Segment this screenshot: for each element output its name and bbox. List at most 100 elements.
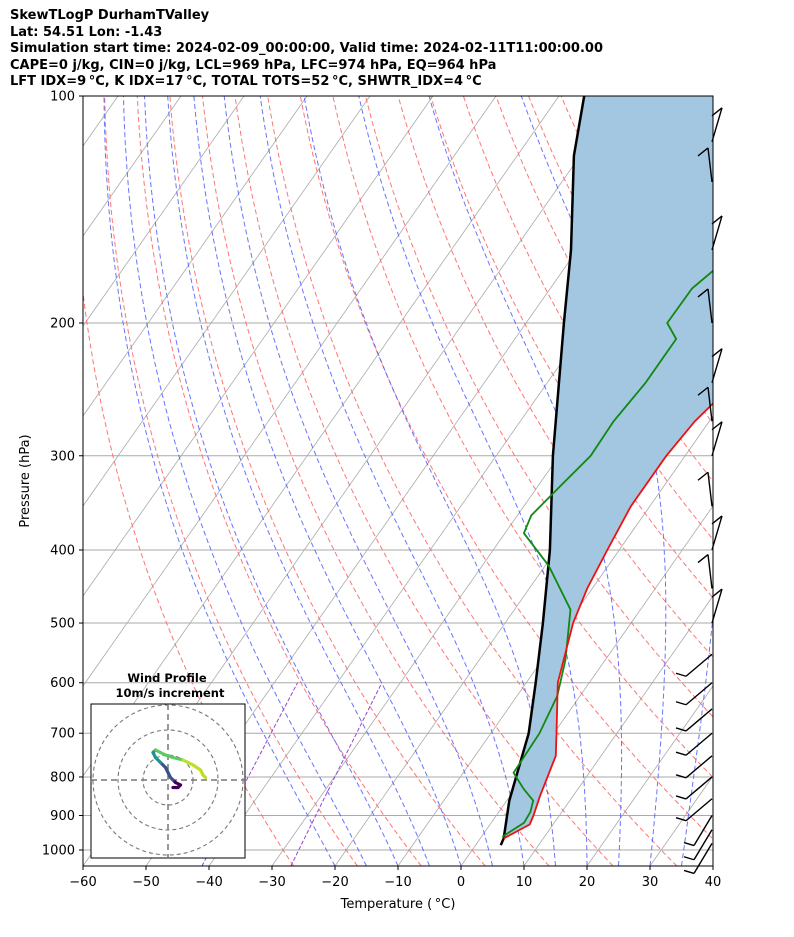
wind-barb-staff: [693, 843, 713, 874]
wind-barb-staff: [685, 708, 713, 732]
time-line: Simulation start time: 2024-02-09_00:00:…: [10, 41, 603, 57]
isotherm-line: [83, 96, 497, 687]
wind-barb: [697, 471, 713, 507]
wind-barb-staff: [711, 588, 723, 624]
moist-adiabat-line: [167, 96, 430, 866]
dry-adiabat-line: [169, 96, 486, 866]
wind-barb-staff: [707, 472, 713, 507]
wind-barb-flag: [675, 817, 687, 822]
chart-header: SkewTLogP DurhamTValley Lat: 54.51 Lon: …: [10, 8, 603, 91]
wind-barb-flag: [675, 727, 687, 732]
wind-barb-staff: [693, 815, 713, 846]
wind-barb-staff: [711, 215, 723, 251]
x-tick-label: 0: [457, 875, 465, 890]
isotherm-line: [83, 96, 182, 237]
wind-barb: [683, 843, 713, 875]
isotherm-line: [523, 595, 713, 866]
x-tick-label: 10: [516, 875, 533, 890]
wind-barb-flag: [711, 588, 723, 598]
moist-adiabat-line: [712, 862, 713, 866]
x-tick-label: −20: [321, 875, 348, 890]
wind-barb: [697, 147, 713, 182]
wind-barb-staff: [707, 288, 713, 324]
x-tick-label: −50: [132, 875, 159, 890]
hodograph-inset: Wind Profile 10m/s increment: [90, 671, 246, 859]
wind-barb-flag: [697, 386, 709, 396]
wind-barb-flag: [697, 288, 709, 298]
wind-barb-staff: [685, 776, 713, 800]
wind-barb-flag: [711, 348, 723, 358]
wind-barb-flag: [711, 421, 723, 431]
wind-barb-staff: [707, 387, 713, 422]
wind-barb: [711, 348, 723, 383]
wind-barb: [711, 515, 723, 551]
moist-adiabat-line: [123, 96, 367, 866]
isotherm-line: [83, 96, 434, 597]
isotherm-line: [271, 235, 713, 866]
cape-fill-layer: [500, 96, 713, 846]
moist-adiabat-line: [303, 96, 556, 866]
wind-barb: [711, 107, 723, 142]
hodograph-trace-segment: [181, 758, 195, 767]
y-tick-label: 300: [50, 449, 75, 464]
wind-barb-flag: [711, 515, 723, 525]
temperature-line: [503, 402, 713, 840]
wind-barb-flag: [675, 795, 687, 800]
wind-barb: [675, 708, 713, 732]
wind-barb-flag: [675, 701, 687, 706]
moist-adiabat-line: [193, 96, 462, 866]
wind-barb-staff: [685, 798, 713, 822]
wind-barb-staff: [711, 107, 723, 142]
y-tick-label: 100: [50, 90, 75, 105]
wind-barb-staff: [685, 755, 713, 779]
wind-barb-flag: [675, 751, 687, 756]
wind-barb-flag: [697, 147, 709, 157]
x-tick-label: −10: [384, 875, 411, 890]
x-tick-label: 20: [579, 875, 596, 890]
wind-barb: [711, 588, 723, 624]
profile-lines-layer: [499, 96, 713, 846]
wind-barb: [675, 732, 713, 756]
isotherm-line: [712, 865, 713, 866]
wind-barb-flag: [711, 107, 723, 117]
isotherm-line: [83, 96, 245, 327]
moist-adiabat-line: [103, 96, 336, 866]
wind-barb-flag: [675, 774, 687, 779]
hodograph-trace-segment: [171, 755, 185, 762]
wind-barb: [675, 776, 713, 800]
wind-barb-staff: [685, 653, 713, 677]
wind-barb: [711, 421, 723, 456]
wind-barb: [683, 829, 713, 861]
y-tick-label: 700: [50, 727, 75, 742]
wind-barb: [711, 215, 723, 251]
hodograph-title: Wind Profile: [127, 671, 207, 685]
wind-barb-flag: [697, 553, 709, 564]
y-tick-label: 500: [50, 617, 75, 632]
y-tick-label: 600: [50, 676, 75, 691]
dry-adiabat-line: [202, 96, 550, 866]
isotherm-line: [586, 685, 713, 866]
moist-adiabat-line: [428, 96, 623, 866]
wind-barbs-layer: [675, 107, 723, 875]
y-tick-label: 400: [50, 543, 75, 558]
wind-barb: [697, 553, 713, 589]
y-axis-title: Pressure (hPa): [18, 434, 33, 527]
wind-barb-staff: [685, 682, 713, 706]
axis-ticks-layer: −60 −50 −40 −30 −20 −10 0 10 20 30 40 100 200 300 400 5…: [42, 90, 721, 891]
y-tick-label: 800: [50, 770, 75, 785]
x-tick-label: 40: [705, 875, 722, 890]
location-line: Lat: 54.51 Lon: -1.43: [10, 24, 163, 40]
wind-barb-staff: [707, 554, 713, 589]
mixing-ratio-line: [290, 682, 383, 866]
wind-barb: [675, 798, 713, 822]
chart-title: SkewTLogP DurhamTValley: [10, 8, 210, 23]
dry-adiabat-line: [267, 96, 678, 866]
wind-barb-staff: [707, 147, 713, 182]
wind-barb: [697, 288, 713, 324]
wind-barb-flag: [697, 471, 709, 481]
indices-line: LFT IDX=9 °C, K IDX=17 °C, TOTAL TOTS=52…: [10, 74, 482, 90]
wind-barb-flag: [683, 869, 695, 875]
moist-adiabat-line: [259, 96, 525, 866]
x-axis-title: Temperature ( °C): [340, 897, 456, 912]
